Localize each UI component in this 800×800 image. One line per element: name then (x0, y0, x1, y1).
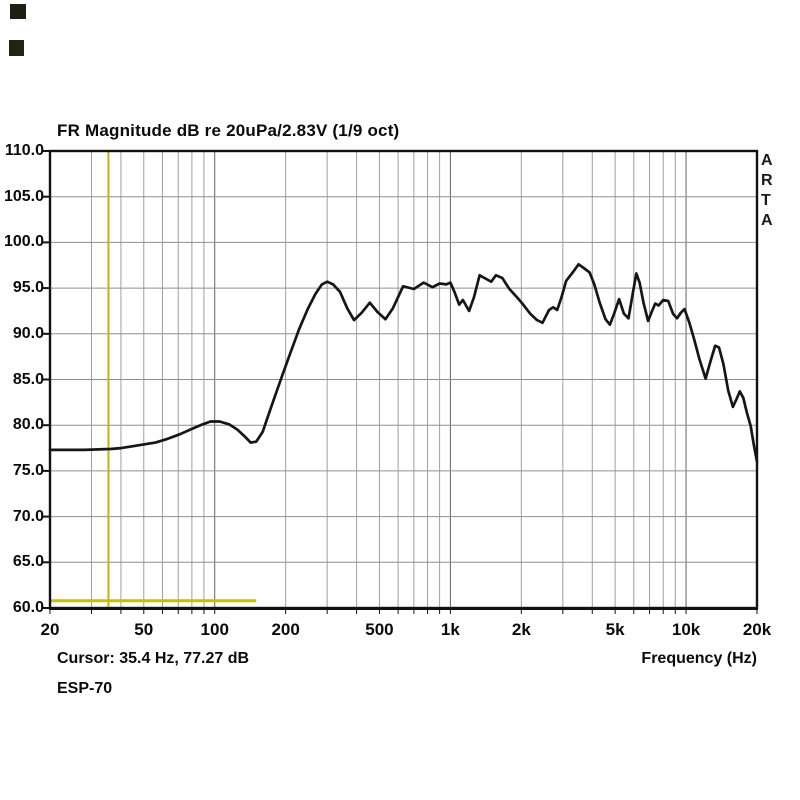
arta-watermark-letter: A (761, 212, 773, 229)
cursor-readout: Cursor: 35.4 Hz, 77.27 dB (57, 650, 250, 667)
y-tick-label: 65.0 (12, 553, 44, 571)
y-tick-label: 95.0 (12, 279, 44, 297)
x-tick-label: 100 (200, 620, 229, 639)
y-tick-label: 90.0 (12, 324, 44, 342)
x-tick-label: 5k (605, 620, 625, 639)
y-tick-label: 80.0 (12, 416, 44, 434)
x-tick-label: 20k (742, 620, 772, 639)
chart-title: FR Magnitude dB re 20uPa/2.83V (1/9 oct) (57, 121, 400, 140)
x-tick-label: 20 (40, 620, 60, 639)
x-tick-label: 500 (365, 620, 394, 639)
arta-watermark-letter: T (761, 192, 771, 209)
corner-artifact-top (10, 4, 26, 19)
y-tick-label: 75.0 (12, 461, 44, 479)
y-tick-label: 70.0 (12, 507, 44, 525)
y-tick-label: 110.0 (4, 142, 44, 159)
y-tick-label: 85.0 (12, 370, 44, 388)
y-tick-label: 60.0 (12, 599, 44, 616)
arta-watermark-letter: A (761, 152, 773, 169)
y-tick-label: 100.0 (3, 233, 44, 251)
y-tick-label: 105.0 (3, 187, 44, 205)
x-tick-label: 200 (271, 620, 300, 639)
x-tick-label: 1k (440, 620, 460, 639)
x-tick-label: 2k (511, 620, 531, 639)
arta-watermark-letter: R (761, 172, 773, 189)
x-tick-label: 50 (134, 620, 154, 639)
response-curve (48, 262, 759, 464)
corner-artifact-bottom (9, 40, 24, 56)
series-label: ESP-70 (57, 680, 113, 697)
x-tick-label: 10k (671, 620, 701, 639)
x-axis-title: Frequency (Hz) (641, 650, 757, 667)
